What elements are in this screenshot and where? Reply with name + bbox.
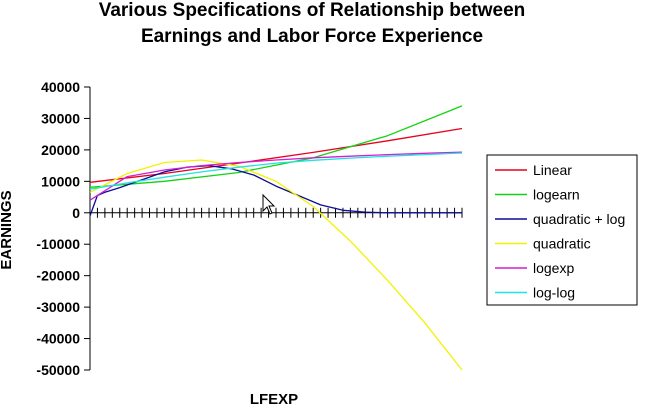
- series-lines: [89, 105, 463, 371]
- y-tick-label: 40000: [41, 79, 80, 95]
- y-tick-label: -30000: [36, 299, 80, 315]
- y-tick-label: -50000: [36, 362, 80, 378]
- legend-label: logexp: [533, 260, 574, 276]
- legend-label: quadratic: [533, 236, 591, 252]
- series-line-linear: [89, 127, 463, 183]
- y-tick-label: 0: [72, 205, 80, 221]
- legend-label: log-log: [533, 285, 575, 301]
- series-line-quadratic: [89, 159, 463, 371]
- mouse-cursor-icon: [262, 193, 276, 215]
- series-line-log-log: [89, 152, 463, 190]
- legend-label: quadratic + log: [533, 211, 625, 227]
- y-tick-label: 30000: [41, 110, 80, 126]
- series-line-quadratic-log: [89, 164, 462, 217]
- series-line-logexp: [89, 151, 463, 201]
- legend: Linear logearn quadratic + log quadratic log…: [486, 154, 638, 306]
- x-axis-label: LFEXP: [250, 391, 298, 405]
- y-tick-label: -10000: [36, 236, 80, 252]
- legend-label: logearn: [533, 187, 580, 203]
- chart-title-line-2: Earnings and Labor Force Experience: [141, 26, 483, 47]
- chart-title-line-1: Various Specifications of Relationship b…: [99, 0, 526, 21]
- y-tick-label: -40000: [36, 331, 80, 347]
- y-tick-label: 10000: [41, 173, 80, 189]
- y-tick-label: 20000: [41, 142, 80, 158]
- legend-label: Linear: [533, 162, 572, 178]
- legend-box: [486, 154, 638, 306]
- y-tick-label: -20000: [36, 268, 80, 284]
- plot-area: 40000 30000 20000 10000 0 -10000 -20000 -30000 -…: [36, 79, 463, 378]
- series-line-logearn: [89, 105, 463, 188]
- y-axis-label: EARNINGS: [0, 190, 15, 269]
- y-axis-ticks: 40000 30000 20000 10000 0 -10000 -20000 -30000 -…: [36, 79, 90, 378]
